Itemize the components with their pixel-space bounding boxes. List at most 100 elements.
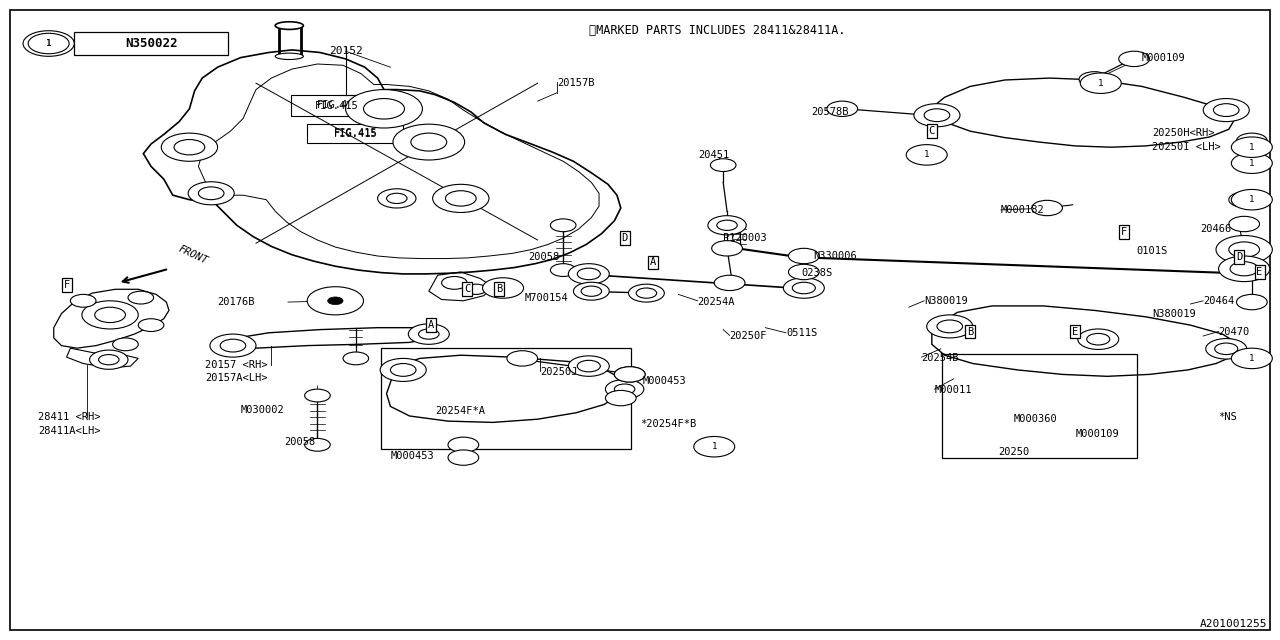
Circle shape bbox=[1087, 333, 1110, 345]
Text: 1: 1 bbox=[1249, 159, 1254, 168]
Text: 20578B: 20578B bbox=[812, 107, 849, 117]
Text: 0238S: 0238S bbox=[801, 268, 832, 278]
Text: 1: 1 bbox=[46, 39, 51, 48]
Text: 20058: 20058 bbox=[284, 436, 315, 447]
Bar bbox=[381, 348, 631, 449]
Text: *20254F*B: *20254F*B bbox=[640, 419, 696, 429]
Circle shape bbox=[714, 275, 745, 291]
Text: N380019: N380019 bbox=[924, 296, 968, 306]
Text: F: F bbox=[1121, 227, 1126, 237]
Text: 20176B: 20176B bbox=[218, 297, 255, 307]
Circle shape bbox=[1078, 329, 1119, 349]
Text: A: A bbox=[650, 257, 655, 268]
Circle shape bbox=[827, 101, 858, 116]
Circle shape bbox=[906, 145, 947, 165]
Text: 20157A<LH>: 20157A<LH> bbox=[205, 372, 268, 383]
Circle shape bbox=[568, 264, 609, 284]
Circle shape bbox=[628, 284, 664, 302]
Text: 20451: 20451 bbox=[699, 150, 730, 160]
Circle shape bbox=[82, 301, 138, 329]
Text: E: E bbox=[1257, 267, 1262, 277]
Text: N350022: N350022 bbox=[124, 37, 178, 50]
Circle shape bbox=[1231, 153, 1272, 173]
Text: 20058: 20058 bbox=[529, 252, 559, 262]
Text: M000109: M000109 bbox=[1075, 429, 1119, 439]
Text: 1: 1 bbox=[712, 442, 717, 451]
Circle shape bbox=[550, 219, 576, 232]
Circle shape bbox=[90, 350, 128, 369]
Text: 28411 <RH>: 28411 <RH> bbox=[38, 412, 101, 422]
Text: FIG.415: FIG.415 bbox=[315, 100, 358, 111]
Text: 20157B: 20157B bbox=[557, 78, 594, 88]
Text: 20152: 20152 bbox=[329, 46, 362, 56]
Circle shape bbox=[387, 193, 407, 204]
Text: B: B bbox=[968, 326, 973, 337]
Circle shape bbox=[614, 384, 635, 394]
Text: C: C bbox=[929, 126, 934, 136]
Circle shape bbox=[210, 334, 256, 357]
Circle shape bbox=[577, 268, 600, 280]
Circle shape bbox=[448, 450, 479, 465]
Text: 20250J: 20250J bbox=[540, 367, 577, 378]
Text: 1: 1 bbox=[1098, 79, 1103, 88]
Bar bbox=[942, 354, 1137, 458]
Circle shape bbox=[419, 329, 439, 339]
Circle shape bbox=[1203, 99, 1249, 122]
Text: D: D bbox=[622, 233, 627, 243]
Circle shape bbox=[1230, 262, 1258, 276]
Circle shape bbox=[442, 276, 467, 289]
Circle shape bbox=[448, 437, 479, 452]
Text: C: C bbox=[465, 284, 470, 294]
Circle shape bbox=[710, 159, 736, 172]
Text: 20250: 20250 bbox=[998, 447, 1029, 457]
Circle shape bbox=[1236, 294, 1267, 310]
Text: B: B bbox=[497, 284, 502, 294]
Text: 1: 1 bbox=[500, 284, 506, 292]
Circle shape bbox=[380, 358, 426, 381]
Circle shape bbox=[1216, 236, 1272, 264]
Circle shape bbox=[694, 436, 735, 457]
Circle shape bbox=[138, 319, 164, 332]
Text: 20464: 20464 bbox=[1203, 296, 1234, 306]
Circle shape bbox=[1231, 137, 1272, 157]
Text: 1: 1 bbox=[1249, 354, 1254, 363]
Text: F: F bbox=[64, 280, 69, 290]
Circle shape bbox=[712, 241, 742, 256]
Circle shape bbox=[408, 324, 449, 344]
Text: FIG.415: FIG.415 bbox=[334, 129, 378, 140]
Circle shape bbox=[1206, 339, 1247, 359]
Circle shape bbox=[614, 367, 645, 382]
Circle shape bbox=[305, 389, 330, 402]
Circle shape bbox=[507, 351, 538, 366]
Circle shape bbox=[346, 90, 422, 128]
Text: 1: 1 bbox=[1249, 195, 1254, 204]
Ellipse shape bbox=[275, 22, 303, 29]
Text: M030002: M030002 bbox=[241, 404, 284, 415]
Text: 20250F: 20250F bbox=[730, 331, 767, 341]
Circle shape bbox=[411, 133, 447, 151]
Circle shape bbox=[581, 286, 602, 296]
Text: A201001255: A201001255 bbox=[1199, 619, 1267, 629]
Text: 20254A: 20254A bbox=[698, 297, 735, 307]
Text: M000453: M000453 bbox=[643, 376, 686, 386]
Circle shape bbox=[914, 104, 960, 127]
Circle shape bbox=[1231, 189, 1272, 210]
Circle shape bbox=[1119, 51, 1149, 67]
Bar bbox=[74, 32, 228, 55]
Text: M000453: M000453 bbox=[390, 451, 434, 461]
Circle shape bbox=[445, 191, 476, 206]
Text: M000360: M000360 bbox=[1014, 414, 1057, 424]
Circle shape bbox=[390, 364, 416, 376]
Circle shape bbox=[605, 380, 644, 399]
Circle shape bbox=[328, 297, 343, 305]
Circle shape bbox=[378, 189, 416, 208]
Text: M000182: M000182 bbox=[1001, 205, 1044, 215]
Circle shape bbox=[913, 147, 943, 163]
Text: A: A bbox=[429, 320, 434, 330]
Circle shape bbox=[788, 248, 819, 264]
Circle shape bbox=[573, 282, 609, 300]
Text: E: E bbox=[1073, 326, 1078, 337]
Text: N330006: N330006 bbox=[813, 251, 856, 261]
Circle shape bbox=[924, 109, 950, 122]
Text: 20470: 20470 bbox=[1219, 326, 1249, 337]
